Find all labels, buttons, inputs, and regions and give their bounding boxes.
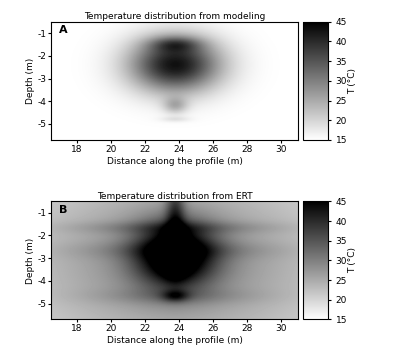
Title: Temperature distribution from modeling: Temperature distribution from modeling [84, 12, 265, 21]
Y-axis label: T (°C): T (°C) [348, 247, 357, 273]
Title: Temperature distribution from ERT: Temperature distribution from ERT [97, 192, 252, 200]
X-axis label: Distance along the profile (m): Distance along the profile (m) [107, 156, 243, 166]
Text: A: A [59, 25, 68, 35]
X-axis label: Distance along the profile (m): Distance along the profile (m) [107, 336, 243, 345]
Y-axis label: Depth (m): Depth (m) [26, 237, 35, 284]
Y-axis label: Depth (m): Depth (m) [26, 58, 35, 104]
Text: B: B [59, 205, 67, 215]
Y-axis label: T (°C): T (°C) [348, 68, 357, 94]
